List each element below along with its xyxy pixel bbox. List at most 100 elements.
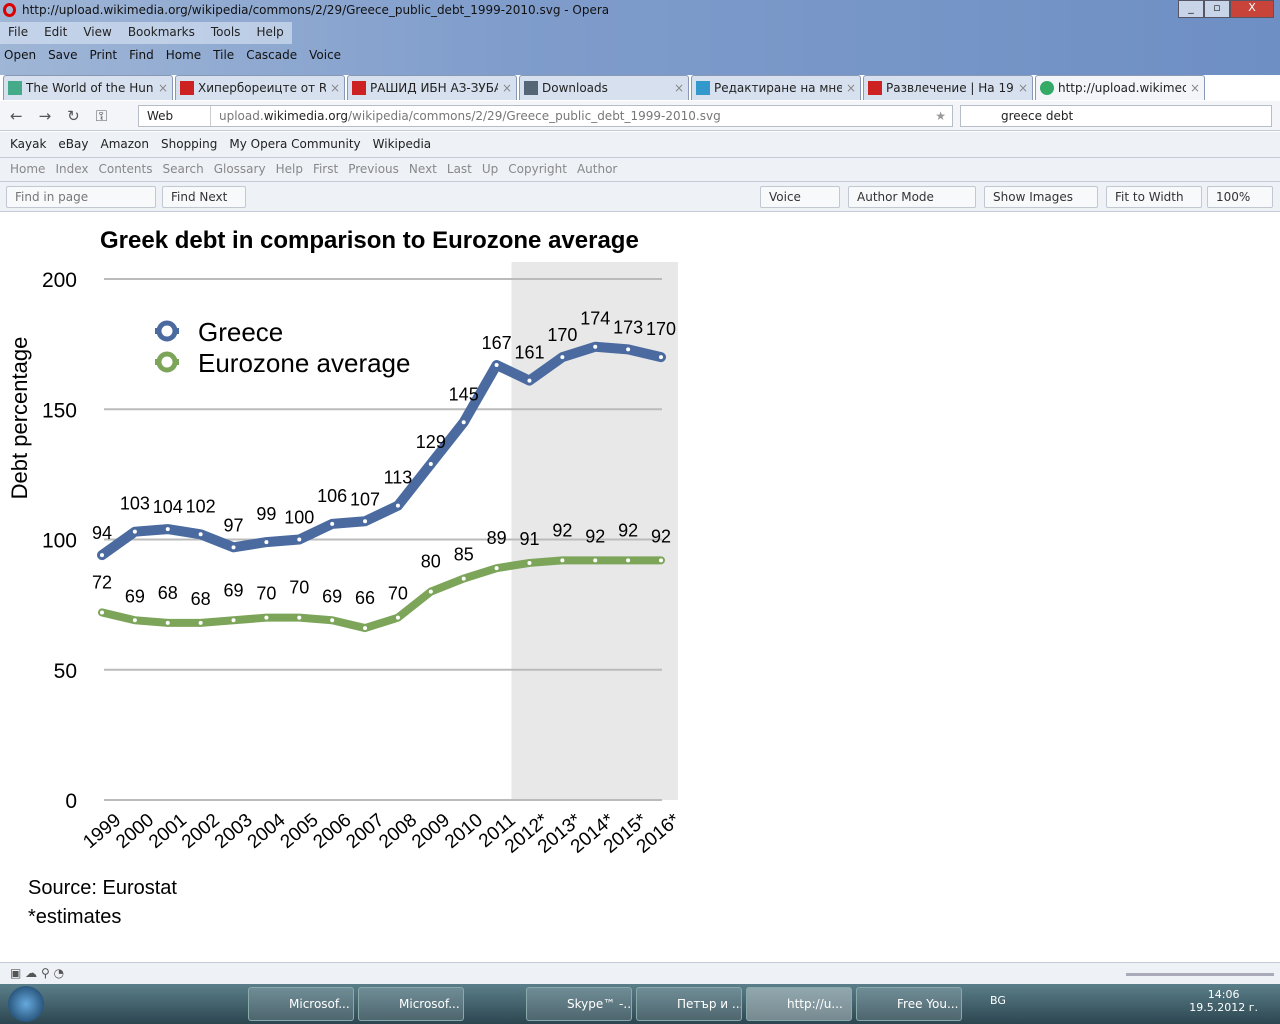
tab[interactable]: РАШИД ИБН АЗ-ЗУБА...× [347, 75, 517, 100]
language-indicator[interactable]: BG [990, 994, 1006, 1007]
close-button[interactable]: X [1230, 0, 1274, 18]
tab-label: Развлечение | На 19 м... [886, 81, 1014, 95]
key-icon[interactable]: ⚿ [95, 107, 108, 125]
bookmark-ebay[interactable]: eBay [58, 137, 89, 151]
zoom-slider[interactable] [1126, 973, 1274, 976]
data-point [297, 615, 302, 620]
data-label: 85 [454, 545, 474, 565]
minimize-button[interactable]: _ [1178, 0, 1204, 18]
data-label: 91 [519, 529, 539, 549]
data-point [165, 620, 170, 625]
find-button[interactable]: Find [129, 48, 154, 62]
forward-icon[interactable]: → [38, 107, 52, 125]
web-badge[interactable]: Web [139, 106, 211, 126]
nav-link[interactable]: Previous [348, 162, 399, 176]
data-point [461, 576, 466, 581]
bookmark-amazon[interactable]: Amazon [100, 137, 150, 151]
menu-view[interactable]: View [83, 25, 112, 39]
data-point [198, 620, 203, 625]
close-tab-icon[interactable]: × [329, 81, 340, 95]
nav-link[interactable]: Help [275, 162, 303, 176]
data-label: 102 [186, 496, 216, 516]
footnote: Source: Eurostat [28, 877, 177, 899]
close-tab-icon[interactable]: × [1189, 81, 1200, 95]
nav-link[interactable]: Up [481, 162, 499, 176]
bookmark-my-opera[interactable]: My Opera Community [229, 137, 361, 151]
toolbar: Open Save Print Find Home Tile Cascade V… [4, 48, 341, 62]
tab[interactable]: Редактиране на мнен...× [691, 75, 861, 100]
data-label: 106 [317, 486, 347, 506]
panel-toggle-icon[interactable]: ▣ ☁ ⚲ ◔ [10, 966, 65, 980]
taskbar-item[interactable]: Петър и ... [636, 987, 742, 1021]
taskbar-item[interactable]: Microsof... [248, 987, 354, 1021]
close-tab-icon[interactable]: × [1017, 81, 1028, 95]
open-button[interactable]: Open [4, 48, 37, 62]
url-text[interactable]: upload.wikimedia.org/wikipedia/commons/2… [211, 109, 721, 123]
taskbar-item[interactable]: Microsof... [358, 987, 464, 1021]
data-label: 103 [120, 494, 150, 514]
tab-active[interactable]: http://upload.wikimed...× [1035, 75, 1205, 100]
menu-file[interactable]: File [8, 25, 29, 39]
nav-link[interactable]: Author [576, 162, 618, 176]
show-images-button[interactable]: Show Images [984, 186, 1098, 208]
url-field[interactable]: Web upload.wikimedia.org/wikipedia/commo… [138, 105, 953, 127]
tab[interactable]: The World of the Huns:...× [3, 75, 173, 100]
nav-link[interactable]: Home [10, 162, 46, 176]
taskbar-item[interactable]: Skype™ -... [526, 987, 632, 1021]
nav-link[interactable]: Search [162, 162, 204, 176]
nav-link[interactable]: Last [446, 162, 472, 176]
find-next-button[interactable]: Find Next [162, 186, 246, 208]
nav-link[interactable]: Next [408, 162, 437, 176]
tab[interactable]: Развлечение | На 19 м...× [863, 75, 1033, 100]
date: 19.5.2012 г. [1189, 1001, 1258, 1014]
close-tab-icon[interactable]: × [673, 81, 684, 95]
star-icon[interactable]: ★ [935, 109, 946, 123]
trash-icon[interactable]: 🗑 [1246, 78, 1264, 94]
chart-title: Greek debt in comparison to Eurozone ave… [100, 227, 639, 254]
author-mode-button[interactable]: Author Mode [848, 186, 976, 208]
taskbar-item[interactable]: http://u... [746, 987, 852, 1021]
data-point [461, 420, 466, 425]
home-button[interactable]: Home [165, 48, 202, 62]
find-in-page-input[interactable]: Find in page [6, 186, 156, 208]
nav-link[interactable]: Contents [98, 162, 153, 176]
nav-link[interactable]: Glossary [213, 162, 266, 176]
back-icon[interactable]: ← [10, 107, 23, 125]
bookmark-shopping[interactable]: Shopping [161, 137, 218, 151]
print-button[interactable]: Print [89, 48, 118, 62]
tab[interactable]: Хипербореицте от R... × [175, 75, 345, 100]
start-button[interactable] [8, 986, 44, 1022]
new-tab-button[interactable]: + [1215, 75, 1231, 96]
clock[interactable]: 14:06 19.5.2012 г. [1189, 988, 1258, 1014]
close-tab-icon[interactable]: × [501, 81, 512, 95]
zoom-select[interactable]: 100% [1207, 186, 1273, 208]
menu-tools[interactable]: Tools [210, 25, 241, 39]
voice-button[interactable]: Voice [309, 48, 342, 62]
tab[interactable]: Downloads × [519, 75, 689, 100]
data-point [395, 615, 400, 620]
nav-link[interactable]: First [312, 162, 339, 176]
menu-edit[interactable]: Edit [44, 25, 68, 39]
series-line-eurozone [98, 556, 665, 633]
maximize-button[interactable]: ▫ [1204, 0, 1230, 18]
close-tab-icon[interactable]: × [845, 81, 856, 95]
bookmark-wikipedia[interactable]: Wikipedia [372, 137, 432, 151]
data-label: 68 [191, 589, 211, 609]
menu-bookmarks[interactable]: Bookmarks [127, 25, 195, 39]
data-label: 70 [388, 584, 408, 604]
taskbar-item[interactable]: Free You... [856, 987, 962, 1021]
voice-button[interactable]: Voice [760, 186, 840, 208]
reload-icon[interactable]: ↻ [67, 107, 80, 125]
close-tab-icon[interactable]: × [157, 81, 168, 95]
menu-help[interactable]: Help [256, 25, 284, 39]
cascade-button[interactable]: Cascade [246, 48, 298, 62]
fit-to-width-button[interactable]: Fit to Width [1106, 186, 1202, 208]
tile-button[interactable]: Tile [213, 48, 235, 62]
nav-link[interactable]: Index [55, 162, 89, 176]
y-tick-label: 200 [42, 269, 77, 292]
bookmark-kayak[interactable]: Kayak [10, 137, 47, 151]
search-input[interactable]: greece debt [960, 105, 1272, 127]
save-button[interactable]: Save [48, 48, 78, 62]
nav-link[interactable]: Copyright [508, 162, 567, 176]
data-point [264, 540, 269, 545]
